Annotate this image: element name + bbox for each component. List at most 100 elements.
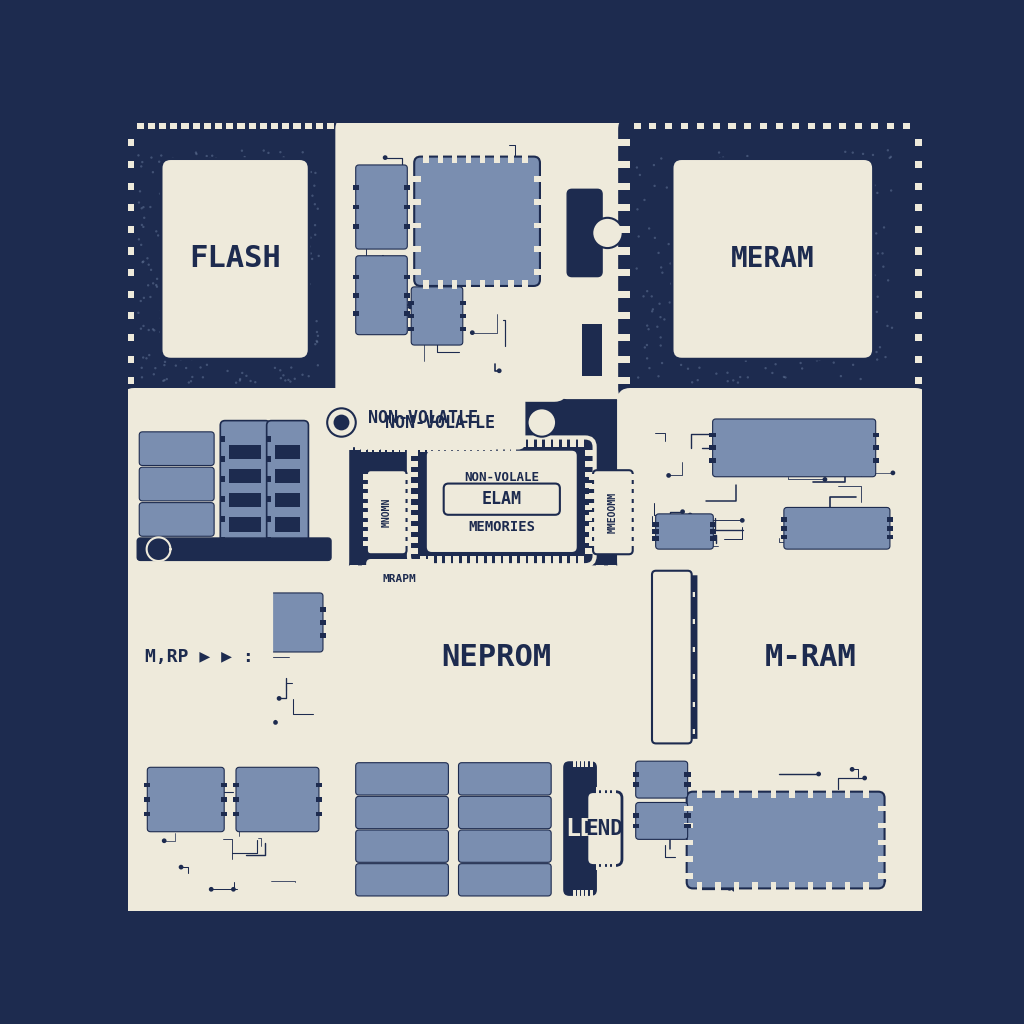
Circle shape (288, 379, 290, 381)
Bar (535, 739, 543, 749)
Bar (621, 565, 629, 574)
Circle shape (267, 174, 269, 176)
Bar (485, 442, 489, 452)
Circle shape (869, 278, 871, 280)
Bar (915, 377, 928, 384)
Bar (408, 494, 419, 499)
Bar (122, 248, 134, 255)
Bar (412, 739, 420, 749)
Bar (442, 440, 447, 451)
Circle shape (852, 364, 854, 366)
Circle shape (250, 188, 252, 191)
Circle shape (272, 314, 275, 317)
Circle shape (656, 326, 658, 328)
Circle shape (256, 351, 259, 354)
Circle shape (280, 338, 283, 340)
Bar (381, 442, 385, 452)
Circle shape (302, 297, 305, 299)
Circle shape (162, 839, 167, 843)
Bar (863, 882, 869, 892)
Bar (402, 440, 408, 451)
Circle shape (818, 193, 820, 195)
Bar (572, 890, 575, 900)
Circle shape (276, 211, 280, 214)
Circle shape (157, 234, 160, 237)
Circle shape (334, 415, 349, 430)
Bar (753, 788, 758, 798)
Bar (508, 154, 514, 163)
Circle shape (764, 294, 766, 296)
FancyBboxPatch shape (123, 389, 348, 573)
Circle shape (242, 162, 244, 165)
Circle shape (213, 222, 215, 225)
Circle shape (193, 187, 195, 189)
Circle shape (824, 228, 826, 231)
Bar (470, 556, 476, 567)
Circle shape (328, 409, 355, 436)
Circle shape (858, 332, 860, 334)
Circle shape (259, 247, 262, 250)
Circle shape (165, 237, 167, 240)
FancyBboxPatch shape (355, 165, 408, 249)
Bar (454, 556, 459, 567)
Bar (596, 565, 604, 574)
Bar (715, 788, 721, 798)
Circle shape (647, 328, 650, 331)
Circle shape (170, 683, 175, 688)
Circle shape (164, 379, 166, 381)
Circle shape (666, 186, 668, 188)
Circle shape (287, 183, 290, 185)
Bar (437, 436, 442, 446)
Circle shape (751, 217, 753, 219)
Bar (683, 856, 693, 862)
Bar (249, 388, 256, 401)
Bar (274, 517, 300, 531)
Circle shape (805, 292, 807, 294)
Circle shape (740, 518, 744, 522)
Text: MEMORIES: MEMORIES (468, 520, 536, 535)
FancyBboxPatch shape (337, 740, 566, 916)
Circle shape (211, 326, 214, 329)
Bar (504, 436, 509, 446)
Circle shape (273, 301, 275, 303)
Circle shape (151, 157, 153, 159)
Bar (315, 782, 323, 787)
Circle shape (856, 525, 861, 529)
Circle shape (799, 269, 802, 271)
FancyBboxPatch shape (618, 389, 927, 573)
Circle shape (800, 344, 802, 347)
Bar (402, 494, 411, 499)
Bar (428, 556, 434, 567)
Bar (522, 739, 530, 749)
Circle shape (195, 152, 198, 154)
Circle shape (184, 195, 186, 197)
Circle shape (180, 267, 183, 269)
Circle shape (232, 166, 234, 169)
Bar (274, 444, 300, 459)
Circle shape (746, 169, 749, 171)
Circle shape (284, 292, 286, 294)
Text: MNOMN: MNOMN (382, 498, 392, 527)
Circle shape (241, 273, 243, 275)
Circle shape (303, 232, 306, 234)
Bar (446, 442, 451, 452)
Circle shape (726, 372, 729, 374)
Circle shape (853, 232, 856, 234)
Circle shape (183, 209, 185, 211)
Circle shape (142, 206, 144, 208)
Bar (436, 739, 444, 749)
Circle shape (825, 229, 827, 232)
Text: NON-VOLALE: NON-VOLALE (464, 471, 540, 484)
Circle shape (250, 380, 252, 382)
FancyBboxPatch shape (459, 763, 551, 795)
Circle shape (215, 157, 217, 160)
Bar (229, 517, 261, 531)
Bar (304, 388, 311, 401)
Circle shape (726, 245, 729, 247)
Bar (485, 739, 494, 749)
Circle shape (750, 204, 752, 207)
Circle shape (646, 344, 648, 346)
Bar (122, 355, 134, 362)
Circle shape (186, 173, 188, 175)
Bar (238, 388, 245, 401)
